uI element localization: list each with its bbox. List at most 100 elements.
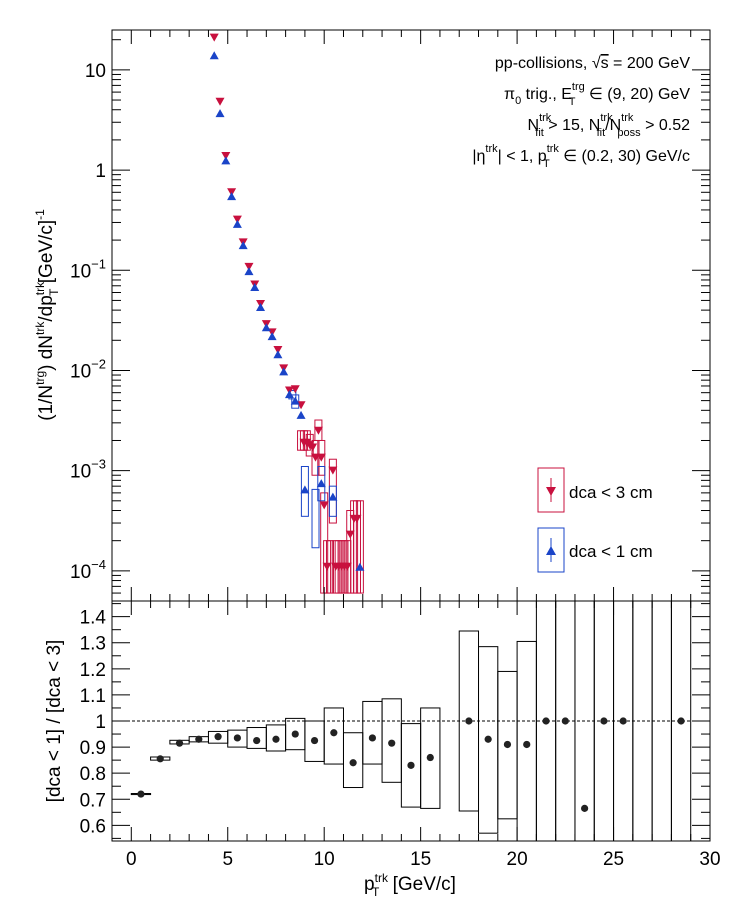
- point-dca3-1: [215, 97, 225, 106]
- point-dca1-2: [221, 156, 231, 165]
- ratio-point-0: [137, 790, 145, 798]
- point-dca1-14: [290, 396, 300, 405]
- legend-entry-dca3: dca < 3 cm: [537, 467, 653, 513]
- ratio-y-tick-label-6: 1.2: [80, 660, 106, 681]
- ratio-x-tick-label-3: 15: [410, 849, 431, 870]
- ratio-point-17: [484, 735, 492, 743]
- ratio-point-11: [349, 759, 357, 767]
- ratio-point-24: [619, 717, 627, 725]
- ratio-point-7: [272, 735, 280, 743]
- y-tick-label-0: 10: [85, 61, 106, 82]
- ratio-point-6: [253, 736, 261, 745]
- point-dca3-33: [352, 514, 362, 523]
- point-dca3-19: [308, 443, 318, 452]
- syst-box-dca1-2: [300, 465, 309, 517]
- syst-box-dca3-19: [355, 500, 364, 594]
- point-dca1-7: [250, 283, 260, 292]
- syst-box-dca1-3: [311, 488, 320, 549]
- ratio-point-1: [156, 755, 164, 763]
- ratio-x-ticks: 0 5 10 15 20 25 30: [126, 601, 721, 870]
- ratio-point-22: [581, 804, 589, 812]
- annotation-line-1: pp-collisions, √s = 200 GeV: [495, 55, 690, 72]
- spectrum-x-ticks: [130, 30, 711, 601]
- ratio-syst-box-15: [420, 707, 441, 809]
- point-dca1-19: [355, 562, 365, 571]
- point-dca1-4: [232, 219, 242, 228]
- ratio-y-ticks: 0.6 0.7 0.8 0.9 1 1.1 1.2 1.3 1.4: [80, 603, 710, 839]
- ratio-y-axis-label: [dca < 1] / [dca < 3]: [44, 640, 65, 803]
- point-dca1-9: [261, 323, 271, 332]
- point-dca3-23: [319, 501, 329, 510]
- y-tick-label-4: 10−3: [70, 457, 106, 483]
- legend-label-dca1: dca < 1 cm: [569, 542, 653, 561]
- ratio-x-axis-label: ptrk T [GeV/c]: [364, 871, 456, 899]
- ratio-y-tick-label-8: 1.4: [80, 608, 107, 629]
- ratio-y-tick-label-7: 1.3: [80, 634, 106, 655]
- ratio-point-18: [503, 740, 512, 749]
- ratio-point-20: [542, 717, 550, 725]
- point-dca1-16: [300, 485, 310, 494]
- legend: dca < 3 cm dca < 1 cm: [537, 467, 653, 573]
- point-dca1-6: [244, 267, 254, 276]
- ylabel-part-4: /dp: [36, 295, 57, 321]
- point-dca1-13: [284, 390, 294, 399]
- ratio-point-13: [388, 739, 396, 747]
- ratio-y-tick-label-4: 1: [95, 712, 106, 733]
- ratio-point-25: [677, 717, 685, 725]
- ratio-point-15: [426, 753, 434, 762]
- spectrum-points: [209, 33, 365, 571]
- legend-swatch-dca3: [537, 467, 565, 513]
- ratio-y-tick-label-3: 0.9: [80, 738, 106, 759]
- ylabel-part-6: T: [47, 288, 61, 296]
- point-dca3-22: [316, 453, 326, 462]
- ratio-point-21: [561, 717, 569, 725]
- point-dca1-3: [227, 192, 237, 201]
- ratio-panel: 0.6 0.7 0.8 0.9 1 1.1 1.2 1.3 1.4 0 5 10 15 20 25 30 […: [44, 600, 721, 899]
- point-dca3-30: [342, 562, 352, 571]
- point-dca3-2: [221, 152, 231, 161]
- point-dca1-15: [296, 410, 306, 419]
- ratio-points: [137, 717, 685, 812]
- ratio-y-tick-label-1: 0.7: [80, 790, 106, 811]
- ratio-point-12: [368, 734, 377, 742]
- ratio-point-3: [195, 735, 203, 743]
- annotation-line-4: |ηtrk| < 1, ptrk T ∈ (0.2, 30) GeV/c: [472, 143, 690, 170]
- ratio-x-tick-label-1: 5: [222, 849, 233, 870]
- point-dca1-17: [316, 479, 326, 488]
- point-dca3-25: [328, 466, 338, 475]
- legend-marker-dca3: [546, 487, 556, 496]
- ratio-y-tick-label-5: 1.1: [80, 686, 106, 707]
- ylabel-part-3: trk: [33, 321, 47, 335]
- point-dca3-11: [273, 346, 283, 355]
- point-dca3-21: [313, 426, 323, 435]
- ratio-point-16: [465, 717, 473, 725]
- ylabel-part-8: -1: [33, 209, 47, 220]
- ratio-point-10: [330, 729, 338, 737]
- ylabel-part-1: trg: [33, 371, 47, 385]
- legend-label-dca3: dca < 3 cm: [569, 483, 653, 502]
- ratio-x-tick-label-0: 0: [126, 849, 137, 870]
- legend-swatch-dca1: [537, 527, 565, 573]
- point-dca1-10: [267, 332, 277, 341]
- legend-entry-dca1: dca < 1 cm: [537, 527, 653, 573]
- ratio-x-tick-label-2: 10: [314, 849, 335, 870]
- ratio-point-4: [214, 733, 222, 741]
- point-dca1-1: [215, 109, 225, 118]
- point-dca3-4: [232, 215, 242, 224]
- point-dca3-6: [244, 262, 254, 271]
- point-dca1-8: [256, 302, 266, 311]
- ratio-x-tick-label-4: 20: [507, 849, 528, 870]
- ratio-point-5: [233, 734, 241, 742]
- point-dca1-5: [238, 241, 248, 250]
- ratio-point-2: [175, 739, 184, 747]
- ratio-x-tick-label-6: 30: [699, 849, 720, 870]
- annotation-line-3: Ntrk fit > 15, Ntrk fit/Ntrk poss > 0.52: [528, 112, 691, 139]
- ylabel-part-7: [GeV/c]: [36, 220, 57, 289]
- y-tick-label-1: 1: [95, 161, 106, 182]
- y-tick-label-3: 10−2: [70, 356, 106, 382]
- ylabel-part-5: trk: [33, 281, 47, 295]
- ratio-point-14: [407, 761, 415, 769]
- point-dca3-0: [209, 33, 219, 42]
- spectrum-y-ticks: 10 1 10−1 10−2 10−3 10−4: [70, 39, 710, 602]
- point-dca3-20: [311, 453, 321, 462]
